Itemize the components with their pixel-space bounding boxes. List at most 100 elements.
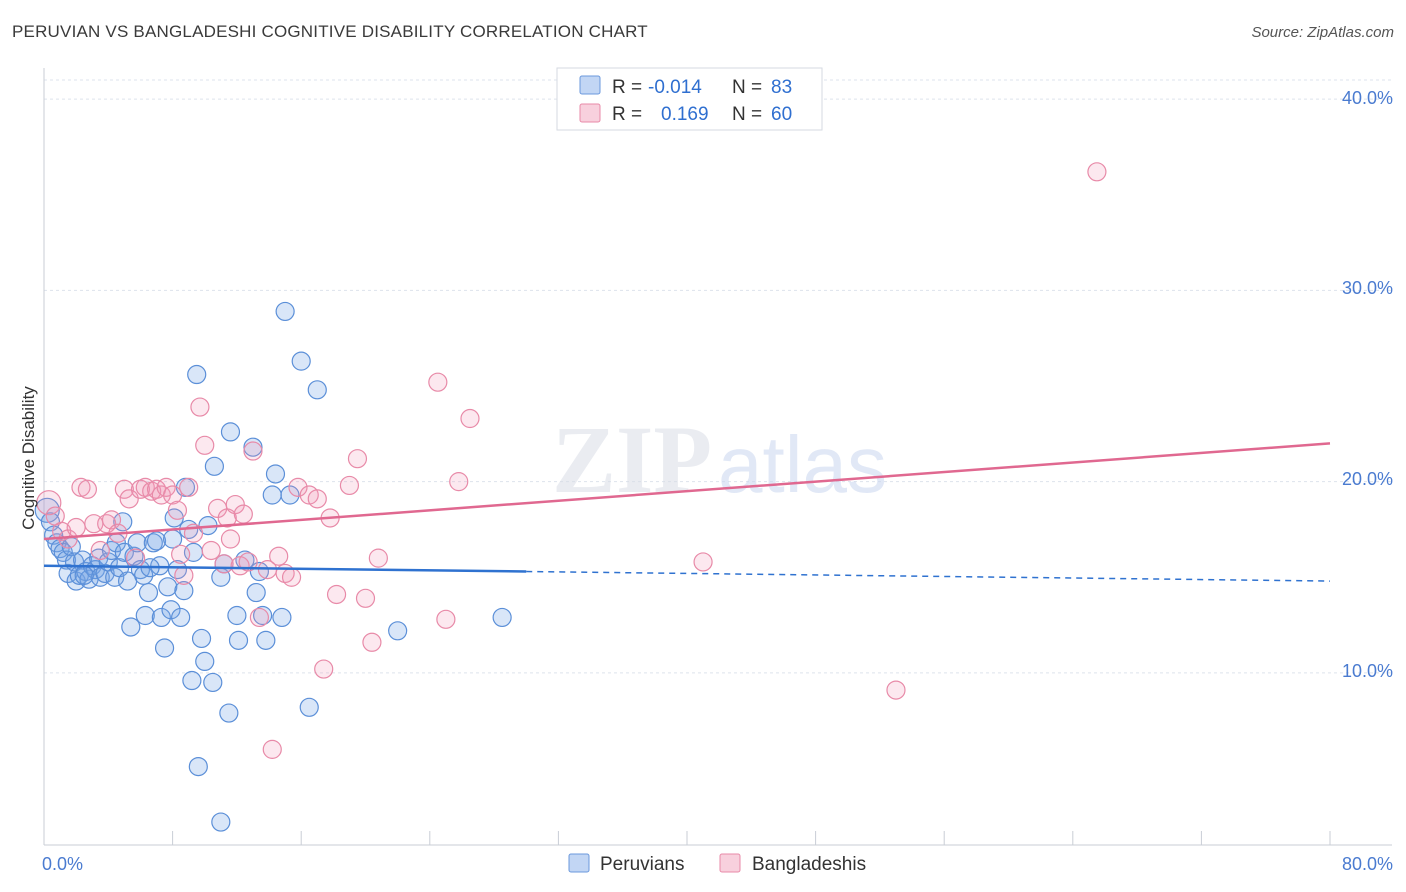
bangladeshis-point-22 <box>167 500 188 520</box>
source-note: Source: ZipAtlas.com <box>1251 24 1394 41</box>
peruvians-point-38 <box>151 607 171 628</box>
legend-r-label-2: R = <box>612 104 642 125</box>
series-legend: Peruvians Bangladeshis <box>568 853 866 875</box>
bangladeshis-point-25 <box>179 477 199 497</box>
bangladeshis-point-31 <box>214 554 234 574</box>
bangladeshis-point-57 <box>436 609 456 629</box>
peruvians-point-78 <box>211 812 231 832</box>
peruvians-point-61 <box>220 422 241 442</box>
y-tick-30: 30.0% <box>1342 278 1393 298</box>
peruvians-point-62 <box>227 605 247 626</box>
legend-peruvians-label: Peruvians <box>600 854 685 875</box>
bangladeshis-point-8 <box>90 540 110 561</box>
trend-lines <box>43 442 1331 582</box>
peruvians-point-70 <box>262 485 282 505</box>
peruvians-point-71 <box>265 464 286 484</box>
legend-n-label-1: N = <box>732 77 762 98</box>
peruvians-point-63 <box>228 630 249 650</box>
legend-n-value-2: 60 <box>771 104 792 125</box>
y-axis-title: Cognitive Disability <box>19 386 38 530</box>
y-tick-20: 20.0% <box>1342 469 1393 489</box>
peruvians-point-31 <box>130 559 151 580</box>
bangladeshis-point-29 <box>201 540 221 561</box>
peruvians-point-45 <box>171 607 191 628</box>
bangladeshis-point-42 <box>269 546 289 566</box>
bangladeshis-trend-line <box>43 442 1331 541</box>
peruvians-point-76 <box>299 697 319 717</box>
chart-title: PERUVIAN VS BANGLADESHI COGNITIVE DISABI… <box>12 22 648 41</box>
bangladeshis-point-6 <box>77 479 98 499</box>
bangladeshis-point-55 <box>368 548 388 568</box>
peruvians-point-57 <box>204 456 224 476</box>
legend-swatch-blue <box>579 75 601 95</box>
bangladeshis-point-12 <box>114 479 134 499</box>
bangladeshis-point-24 <box>174 565 194 585</box>
peruvians-point-51 <box>187 364 207 385</box>
bangladeshis-point-48 <box>314 659 334 679</box>
bangladeshis-point-58 <box>449 472 469 492</box>
y-tick-40: 40.0% <box>1342 88 1393 108</box>
bangladeshis-point-38 <box>243 441 263 461</box>
peruvians-point-80 <box>492 607 512 628</box>
peruvians-point-79 <box>388 621 408 641</box>
peruvians-point-74 <box>280 485 300 505</box>
bangladeshis-point-2 <box>52 521 72 541</box>
bangladeshis-point-51 <box>339 475 360 496</box>
bangladeshis-point-41 <box>262 739 282 759</box>
peruvians-point-46 <box>174 581 194 601</box>
data-points <box>34 162 1107 832</box>
legend-n-label-2: N = <box>732 104 762 125</box>
stats-legend: R = -0.014 N = 83 R = 0.169 N = 60 <box>556 67 823 131</box>
peruvians-trend-extension <box>526 570 1331 582</box>
bangladeshis-point-14 <box>126 548 146 568</box>
peruvians-point-36 <box>146 531 167 551</box>
bangladeshis-point-0 <box>36 490 62 516</box>
peruvians-point-22 <box>105 567 125 587</box>
legend-peruvians-swatch <box>568 853 590 873</box>
bangladeshis-point-20 <box>156 477 176 497</box>
bangladeshis-point-27 <box>190 397 210 417</box>
bangladeshis-point-36 <box>233 504 253 524</box>
peruvians-point-49 <box>182 670 202 691</box>
bangladeshis-point-23 <box>171 544 191 564</box>
bangladeshis-point-4 <box>66 517 86 538</box>
bangladeshis-point-34 <box>225 494 245 515</box>
peruvians-point-35 <box>143 533 163 553</box>
peruvians-trend-line <box>43 564 527 573</box>
legend-bangladeshis-swatch <box>719 853 741 873</box>
x-tick-min: 0.0% <box>42 854 83 874</box>
y-tick-10: 10.0% <box>1342 661 1393 681</box>
bangladeshis-point-60 <box>693 552 713 572</box>
x-tick-max: 80.0% <box>1342 854 1393 874</box>
bangladeshis-point-53 <box>355 588 376 608</box>
watermark-zip: ZIP <box>552 406 712 513</box>
peruvians-point-75 <box>291 351 311 371</box>
peruvians-point-66 <box>246 582 266 603</box>
bangladeshis-point-47 <box>307 489 327 509</box>
peruvians-point-40 <box>158 577 178 597</box>
peruvians-point-12 <box>72 550 93 570</box>
bangladeshis-point-54 <box>362 632 382 652</box>
legend-n-value-1: 83 <box>771 77 792 98</box>
stats-legend-box <box>556 67 823 131</box>
bangladeshis-point-62 <box>1087 162 1107 182</box>
bangladeshis-point-45 <box>288 477 308 497</box>
peruvians-point-69 <box>256 630 276 650</box>
peruvians-point-68 <box>253 605 273 626</box>
peruvians-point-56 <box>203 672 223 693</box>
bangladeshis-point-56 <box>428 372 448 392</box>
legend-r-value-2: 0.169 <box>661 104 709 125</box>
peruvians-point-0 <box>34 497 60 523</box>
axes <box>43 68 1392 846</box>
peruvians-point-41 <box>161 600 181 620</box>
peruvians-point-19 <box>95 563 115 584</box>
bangladeshis-point-21 <box>163 485 183 505</box>
legend-r-label-1: R = <box>612 77 642 98</box>
bangladeshis-point-33 <box>220 529 241 549</box>
legend-swatch-pink <box>579 103 601 123</box>
peruvians-point-53 <box>191 628 212 649</box>
bangladeshis-point-39 <box>249 607 270 628</box>
bangladeshis-point-50 <box>326 584 347 605</box>
bangladeshis-point-52 <box>347 449 368 469</box>
